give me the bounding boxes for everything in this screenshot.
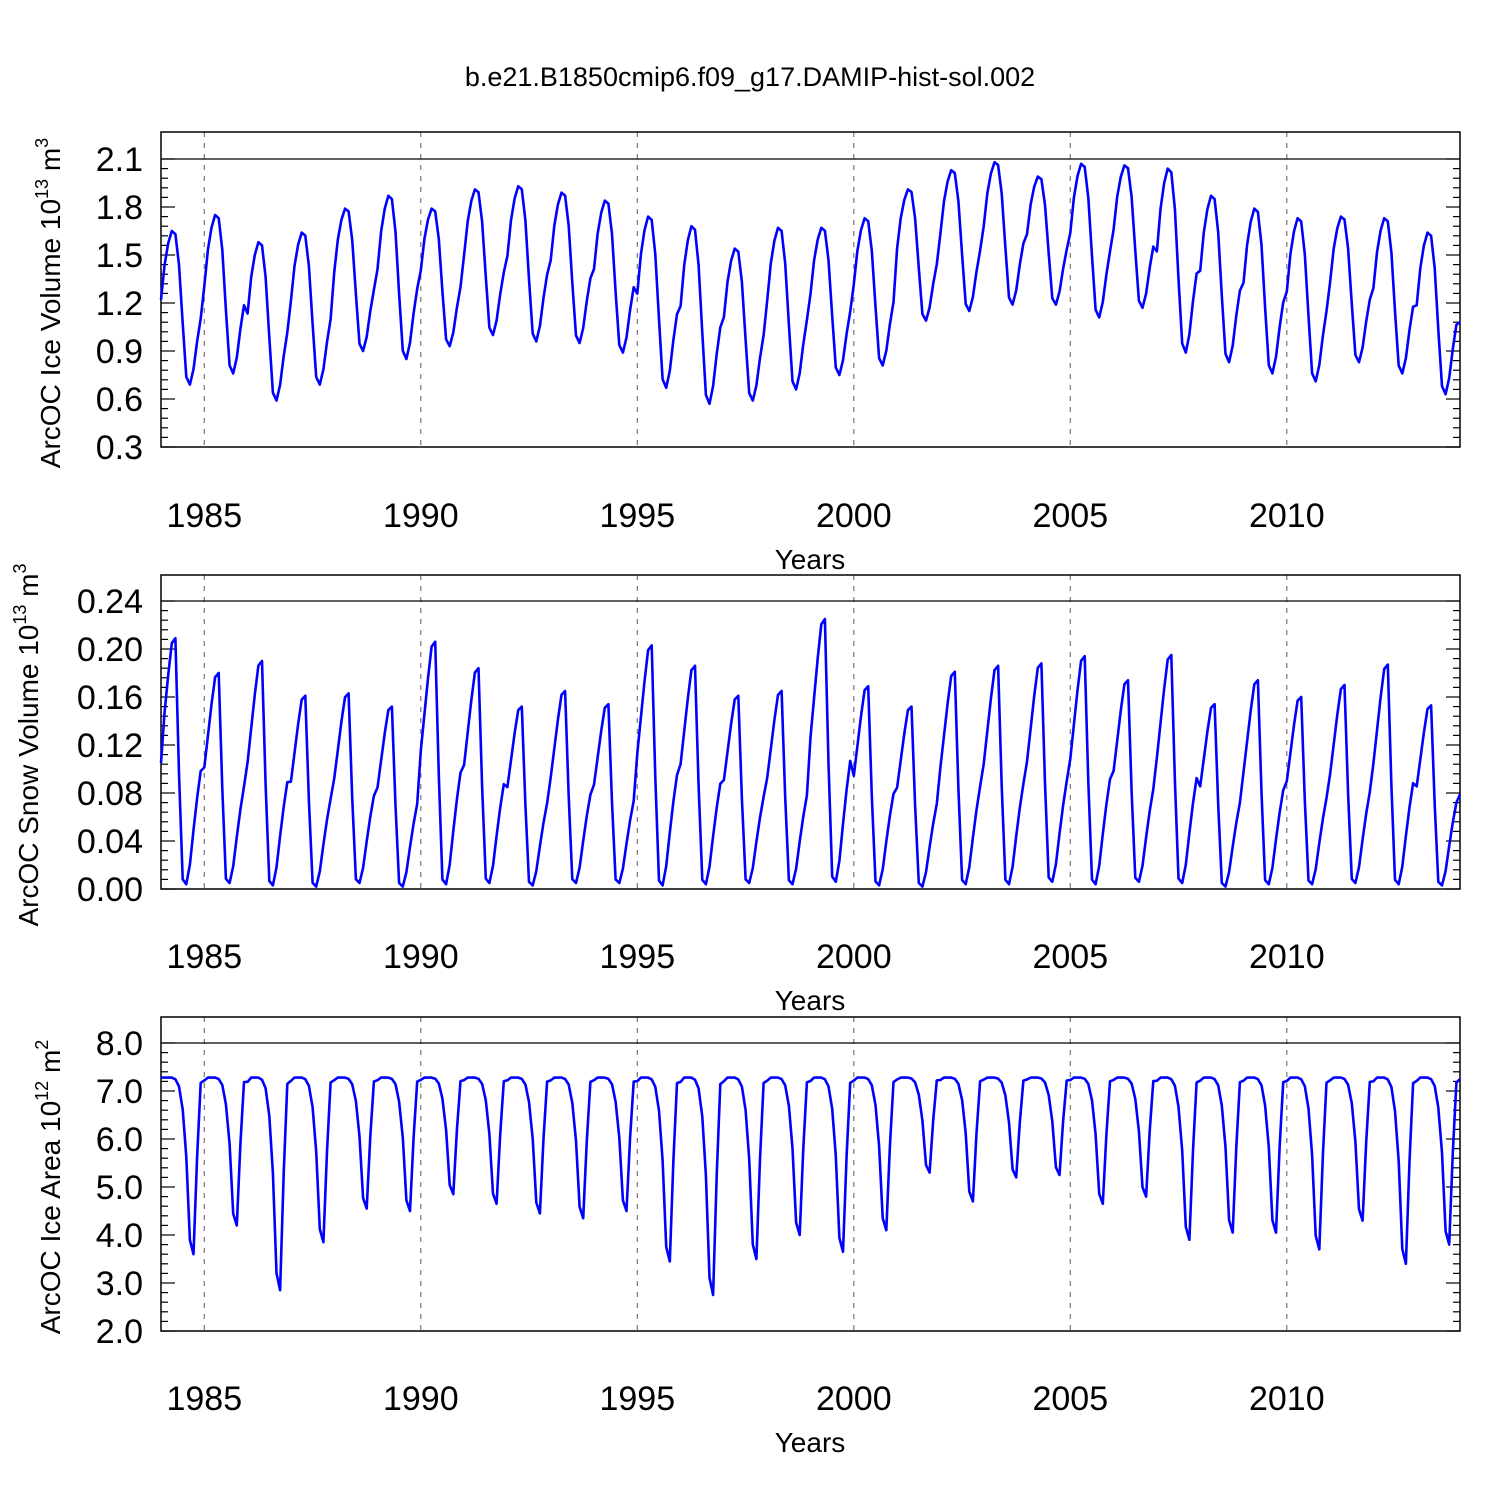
x-tick-label-2005: 2005 <box>1032 938 1108 976</box>
panel-snow-volume: 0.00 0.04 0.08 0.12 0.16 0.20 0.24 1985 1990 1995… <box>10 563 1462 1016</box>
x-axis-title: Years <box>775 985 846 1016</box>
x-tick-label-1995: 1995 <box>599 497 675 535</box>
y-tick-label: 0.00 <box>77 871 143 909</box>
y-tick-label: 3.0 <box>96 1265 143 1303</box>
y-axis-title: ArcOC Ice Area 1012 m2 <box>32 1040 66 1335</box>
x-tick-label-1985: 1985 <box>166 1380 242 1418</box>
y-tick-label: 2.0 <box>96 1313 143 1351</box>
y-tick-label: 7.0 <box>96 1073 143 1111</box>
y-tick-label: 0.04 <box>77 823 143 861</box>
x-tick-label-2010: 2010 <box>1249 497 1325 535</box>
y-tick-label: 0.20 <box>77 631 143 669</box>
y-tick-label: 0.3 <box>96 429 143 467</box>
x-axis-title: Years <box>775 544 846 575</box>
chart-title: b.e21.B1850cmip6.f09_g17.DAMIP-hist-sol.… <box>464 62 1036 92</box>
x-tick-label-1985: 1985 <box>166 497 242 535</box>
y-axis-title: ArcOC Snow Volume 1013 m3 <box>10 563 44 926</box>
y-axis-title: ArcOC Ice Volume 1013 m3 <box>32 138 66 468</box>
panel-ice-volume: 0.3 0.6 0.9 1.2 1.5 1.8 2.1 1985 1990 1995 2000 200… <box>32 131 1461 575</box>
x-axis-title: Years <box>775 1427 846 1458</box>
x-tick-label-1985: 1985 <box>166 938 242 976</box>
x-tick-label-1995: 1995 <box>599 938 675 976</box>
plot-frame <box>160 574 1461 890</box>
x-tick-label-2005: 2005 <box>1032 1380 1108 1418</box>
y-tick-label: 0.12 <box>77 727 143 765</box>
y-tick-label: 0.9 <box>96 333 143 371</box>
x-tick-label-1990: 1990 <box>383 497 459 535</box>
y-tick-label: 2.1 <box>96 141 143 179</box>
y-tick-label: 5.0 <box>96 1169 143 1207</box>
plot-frame <box>160 1016 1461 1332</box>
panel-ice-area: 2.0 3.0 4.0 5.0 6.0 7.0 8.0 1985 1990 1995 2000 200… <box>32 1016 1461 1458</box>
series-line-ice-volume <box>159 160 1461 406</box>
x-tick-label-2005: 2005 <box>1032 497 1108 535</box>
x-tick-label-2000: 2000 <box>816 938 892 976</box>
x-tick-label-1990: 1990 <box>383 938 459 976</box>
x-tick-label-2010: 2010 <box>1249 1380 1325 1418</box>
series-line-snow-volume <box>159 617 1462 888</box>
series-line-ice-area <box>161 1076 1461 1297</box>
y-tick-label: 0.08 <box>77 775 143 813</box>
x-tick-label-1995: 1995 <box>599 1380 675 1418</box>
x-tick-label-2000: 2000 <box>816 1380 892 1418</box>
y-tick-label: 1.2 <box>96 285 143 323</box>
x-tick-label-2010: 2010 <box>1249 938 1325 976</box>
x-tick-label-1990: 1990 <box>383 1380 459 1418</box>
y-tick-label: 0.24 <box>77 583 143 621</box>
y-tick-label: 1.5 <box>96 237 143 275</box>
y-tick-label: 0.6 <box>96 381 143 419</box>
y-tick-label: 1.8 <box>96 189 143 227</box>
y-tick-label: 6.0 <box>96 1121 143 1159</box>
y-tick-label: 8.0 <box>96 1025 143 1063</box>
y-tick-label: 0.16 <box>77 679 143 717</box>
y-tick-label: 4.0 <box>96 1217 143 1255</box>
x-tick-label-2000: 2000 <box>816 497 892 535</box>
